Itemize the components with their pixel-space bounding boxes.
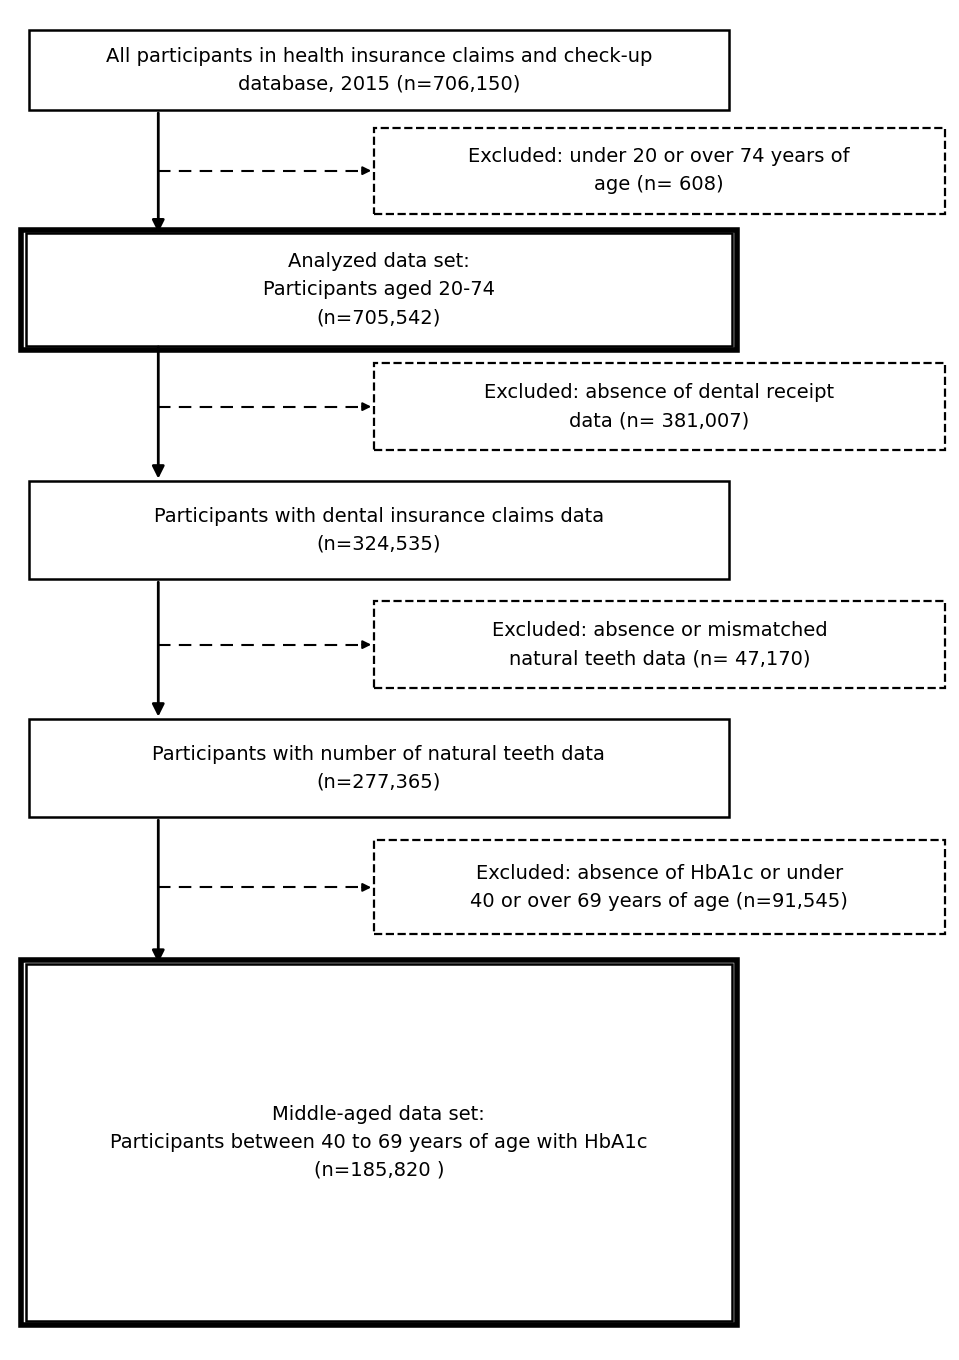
Text: Analyzed data set:
Participants aged 20-74
(n=705,542): Analyzed data set: Participants aged 20-… (263, 252, 495, 328)
Text: Excluded: under 20 or over 74 years of
age (n= 608): Excluded: under 20 or over 74 years of a… (469, 147, 850, 194)
Text: Excluded: absence of dental receipt
data (n= 381,007): Excluded: absence of dental receipt data… (484, 384, 834, 430)
Text: All participants in health insurance claims and check-up
database, 2015 (n=706,1: All participants in health insurance cla… (105, 46, 652, 94)
Bar (374, 128, 945, 214)
Bar (21, 230, 737, 350)
Bar (29, 719, 729, 817)
Bar (374, 363, 945, 450)
Bar (374, 601, 945, 688)
Bar (21, 960, 737, 1325)
Bar (374, 840, 945, 934)
Text: Participants with number of natural teeth data
(n=277,365): Participants with number of natural teet… (152, 745, 605, 792)
Bar (29, 481, 729, 579)
Text: Participants with dental insurance claims data
(n=324,535): Participants with dental insurance claim… (153, 507, 604, 554)
Bar (26, 963, 732, 1322)
Bar (26, 234, 732, 345)
Text: Excluded: absence or mismatched
natural teeth data (n= 47,170): Excluded: absence or mismatched natural … (492, 622, 827, 668)
Bar (29, 30, 729, 110)
Text: Middle-aged data set:
Participants between 40 to 69 years of age with HbA1c
(n=1: Middle-aged data set: Participants betwe… (110, 1104, 647, 1180)
Text: Excluded: absence of HbA1c or under
40 or over 69 years of age (n=91,545): Excluded: absence of HbA1c or under 40 o… (470, 864, 849, 911)
